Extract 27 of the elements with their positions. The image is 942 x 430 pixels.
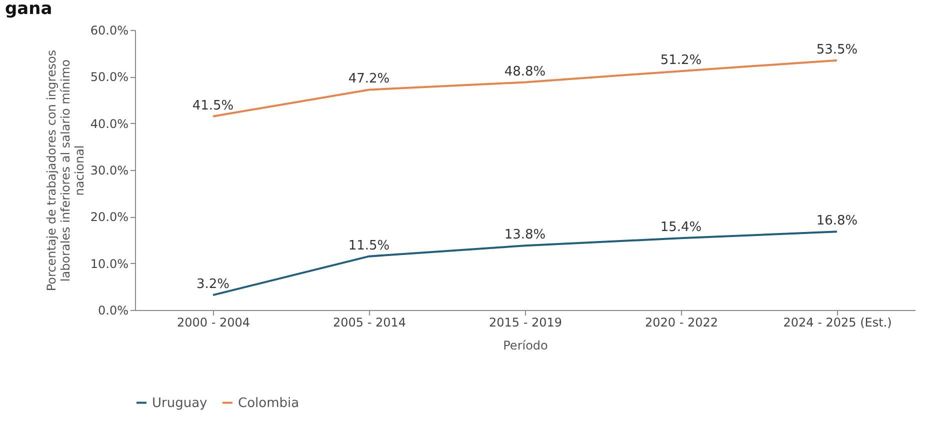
data-label: 51.2% bbox=[660, 53, 702, 68]
y-tick-label: 40.0% bbox=[90, 116, 128, 131]
data-label: 15.4% bbox=[660, 220, 702, 236]
x-tick-label: 2015 - 2019 bbox=[488, 316, 562, 330]
data-label: 53.5% bbox=[816, 42, 858, 58]
y-tick-label: 10.0% bbox=[90, 256, 128, 271]
data-label: 13.8% bbox=[504, 228, 546, 243]
x-axis-title: Período bbox=[503, 338, 548, 352]
y-tick-label: 30.0% bbox=[90, 164, 128, 178]
chart-title: gana bbox=[5, 0, 52, 19]
x-tick-label: 2024 - 2025 (Est.) bbox=[783, 316, 892, 330]
y-axis-title: Porcentaje de trabajadores con ingresos laborales inferiores al salario mínimo nacional bbox=[44, 50, 86, 292]
y-tick-label: 0.0% bbox=[98, 304, 128, 318]
y-tick-label: 50.0% bbox=[90, 70, 128, 84]
y-tick-label: 20.0% bbox=[90, 210, 128, 224]
legend-label: Colombia bbox=[238, 396, 300, 411]
legend-label: Uruguay bbox=[152, 396, 208, 411]
data-label: 41.5% bbox=[192, 98, 234, 114]
data-label: 47.2% bbox=[348, 72, 390, 87]
data-label: 48.8% bbox=[504, 64, 546, 80]
y-tick-label: 60.0% bbox=[90, 24, 128, 38]
x-tick-label: 2005 - 2014 bbox=[332, 316, 406, 330]
x-tick-label: 2000 - 2004 bbox=[176, 316, 250, 330]
data-label: 3.2% bbox=[196, 277, 230, 292]
x-tick-label: 2020 - 2022 bbox=[644, 316, 718, 330]
data-label: 16.8% bbox=[816, 214, 858, 229]
data-label: 11.5% bbox=[348, 238, 390, 254]
